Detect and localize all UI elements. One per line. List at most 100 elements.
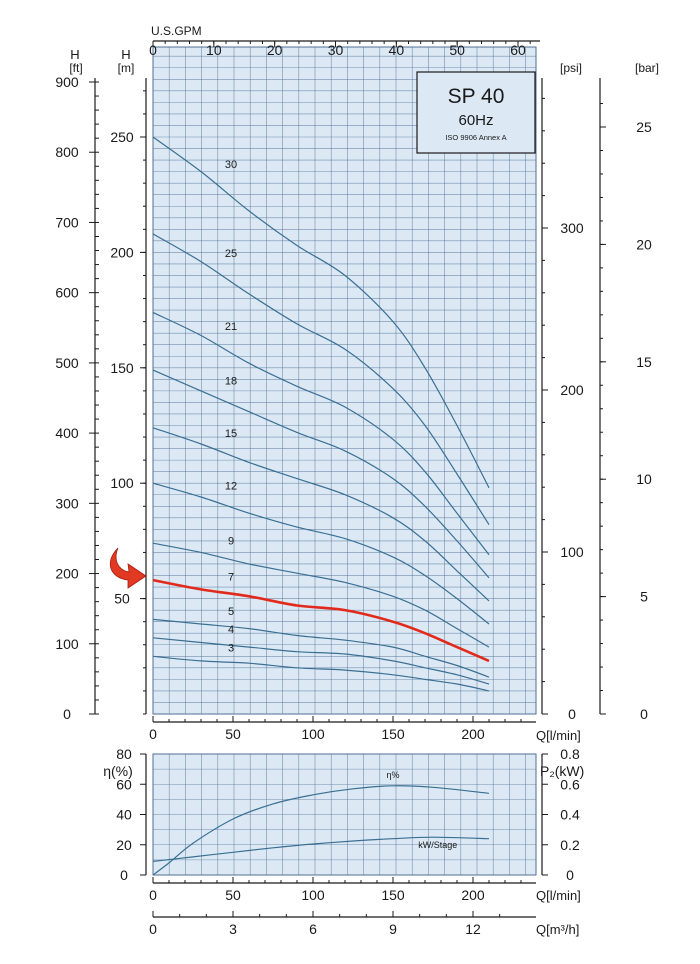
bar-unit: [bar] bbox=[635, 61, 659, 75]
h-m-tick-label: 50 bbox=[114, 591, 130, 607]
q-bottom-tick-label: 50 bbox=[225, 887, 241, 903]
selection-arrow-icon bbox=[109, 547, 147, 589]
head-curve-15-stages bbox=[152, 427, 490, 602]
q-bottom-tick-label: 0 bbox=[149, 887, 157, 903]
q-bottom-tick-label: 100 bbox=[301, 887, 325, 903]
psi-unit: [psi] bbox=[560, 61, 582, 75]
head-curve-9-stages bbox=[152, 542, 490, 648]
bar-tick-label: 5 bbox=[640, 589, 648, 605]
q-bottom-tick-label: 200 bbox=[461, 887, 485, 903]
head-curve-21-stages bbox=[152, 311, 490, 556]
h-ft-unit: [ft] bbox=[69, 61, 82, 75]
eta-tick-label: 80 bbox=[116, 746, 132, 762]
model-name: SP 40 bbox=[448, 85, 505, 108]
q-top-tick-label: 200 bbox=[461, 726, 485, 742]
h-ft-tick-label: 100 bbox=[55, 636, 79, 652]
efficiency-curves: η% kW/Stage bbox=[152, 770, 490, 876]
head-curve-18-stages bbox=[152, 369, 490, 579]
h-m-tick-label: 100 bbox=[110, 475, 134, 491]
h-ft-tick-label: 900 bbox=[55, 74, 79, 90]
q-bottom-tick-label: 150 bbox=[381, 887, 405, 903]
bar-tick-label: 20 bbox=[636, 236, 652, 252]
main-grid bbox=[152, 46, 537, 715]
head-curve-4-stages bbox=[152, 637, 490, 685]
head-curve-30-stages bbox=[152, 136, 490, 489]
curve-label-5: 5 bbox=[228, 606, 234, 618]
h-ft-tick-label: 300 bbox=[55, 495, 79, 511]
curve-label-9: 9 bbox=[228, 535, 234, 547]
model-title-box: SP 40 60Hz ISO 9906 Annex A bbox=[416, 71, 536, 154]
h-m-tick-label: 250 bbox=[110, 129, 134, 145]
efficiency-curve-label: η% bbox=[386, 770, 399, 780]
curve-label-25: 25 bbox=[225, 248, 237, 260]
h-ft-tick-label: 200 bbox=[55, 566, 79, 582]
head-curve-3-stages bbox=[152, 655, 490, 692]
head-curve-25-stages bbox=[152, 233, 490, 526]
p2-tick-label: 0.2 bbox=[560, 837, 580, 853]
p2-label: P₂(kW) bbox=[540, 763, 584, 779]
gpm-tick-label: 40 bbox=[389, 42, 405, 58]
q-m3h-label: Q[m³/h] bbox=[536, 922, 579, 937]
gpm-tick-label: 60 bbox=[510, 42, 526, 58]
efficiency-curve bbox=[152, 785, 490, 876]
q-m3h-tick-label: 3 bbox=[229, 921, 237, 937]
q-top-tick-label: 150 bbox=[381, 726, 405, 742]
eta-tick-label: 40 bbox=[116, 807, 132, 823]
frequency-label: 60Hz bbox=[458, 112, 493, 129]
q-m3h-tick-label: 0 bbox=[149, 921, 157, 937]
standard-label: ISO 9906 Annex A bbox=[445, 133, 506, 142]
eta-tick-label: 20 bbox=[116, 837, 132, 853]
h-ft-tick-label: 800 bbox=[55, 144, 79, 160]
p2-tick-label: 0 bbox=[566, 867, 574, 883]
bar-tick-label: 15 bbox=[636, 354, 652, 370]
efficiency-grid bbox=[152, 753, 537, 876]
h-m-unit: [m] bbox=[118, 61, 135, 75]
curve-label-4: 4 bbox=[228, 624, 234, 636]
gpm-tick-label: 10 bbox=[206, 42, 222, 58]
main-plot-frame bbox=[152, 46, 537, 715]
power-per-stage-curve-label: kW/Stage bbox=[418, 840, 457, 850]
curve-label-3: 3 bbox=[228, 642, 234, 654]
axes-layer: 0100200300400500600700800900501001502002… bbox=[55, 40, 652, 937]
eta-tick-label: 60 bbox=[116, 776, 132, 792]
h-m-tick-label: 150 bbox=[110, 360, 134, 376]
bar-tick-label: 10 bbox=[636, 471, 652, 487]
head-curves: 30 25 21 18 15 12 9 7 5 4 3 bbox=[152, 136, 490, 692]
q-top-label: Q[l/min] bbox=[536, 728, 581, 743]
q-top-tick-label: 100 bbox=[301, 726, 325, 742]
curve-label-7: 7 bbox=[228, 572, 234, 584]
h-ft-tick-label: 400 bbox=[55, 425, 79, 441]
curve-label-12: 12 bbox=[225, 481, 237, 493]
psi-tick-label: 0 bbox=[568, 706, 576, 722]
h-ft-tick-label: 700 bbox=[55, 214, 79, 230]
efficiency-plot-frame bbox=[152, 753, 537, 876]
gpm-tick-label: 0 bbox=[149, 42, 157, 58]
p2-tick-label: 0.6 bbox=[560, 776, 580, 792]
h-ft-tick-label: 600 bbox=[55, 285, 79, 301]
eta-label: η(%) bbox=[103, 763, 133, 779]
h-m-symbol: H bbox=[121, 47, 130, 62]
curve-label-18: 18 bbox=[225, 375, 237, 387]
h-ft-tick-label: 500 bbox=[55, 355, 79, 371]
q-m3h-tick-label: 9 bbox=[389, 921, 397, 937]
psi-tick-label: 100 bbox=[560, 544, 584, 560]
p2-tick-label: 0.8 bbox=[560, 746, 580, 762]
curve-label-21: 21 bbox=[225, 321, 237, 333]
q-top-tick-label: 50 bbox=[225, 726, 241, 742]
bar-tick-label: 25 bbox=[636, 119, 652, 135]
power-per-stage-curve bbox=[152, 836, 490, 862]
gpm-label: U.S.GPM bbox=[151, 24, 202, 38]
h-ft-tick-label: 0 bbox=[63, 706, 71, 722]
h-m-tick-label: 200 bbox=[110, 244, 134, 260]
head-curve-5-stages bbox=[152, 618, 490, 678]
main-plot-background bbox=[153, 47, 536, 714]
head-curve-12-stages bbox=[152, 482, 490, 625]
q-m3h-tick-label: 6 bbox=[309, 921, 317, 937]
psi-tick-label: 200 bbox=[560, 382, 584, 398]
curve-label-30: 30 bbox=[225, 159, 237, 171]
p2-tick-label: 0.4 bbox=[560, 807, 580, 823]
gpm-tick-label: 50 bbox=[449, 42, 465, 58]
gpm-tick-label: 30 bbox=[328, 42, 344, 58]
bar-tick-label: 0 bbox=[640, 706, 648, 722]
